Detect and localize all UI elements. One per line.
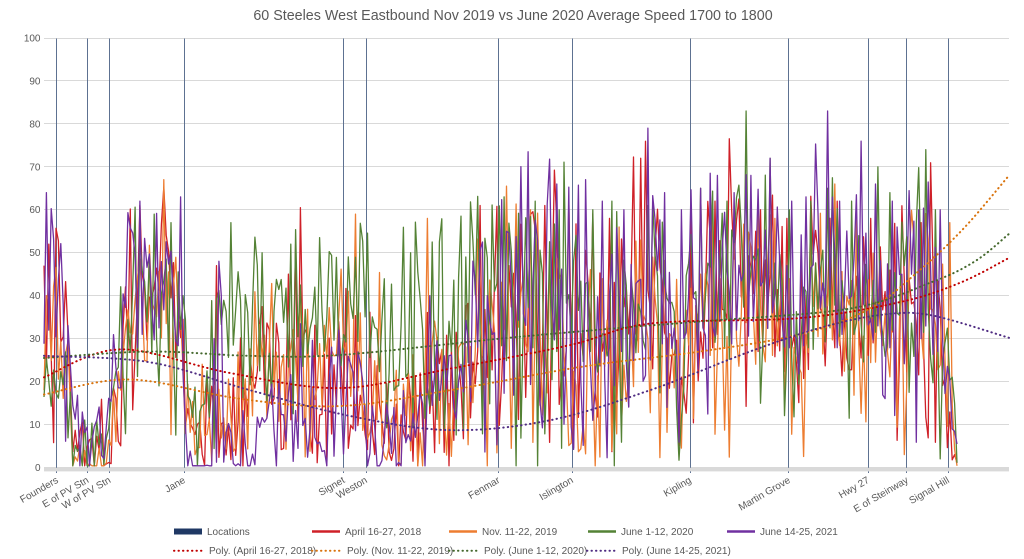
svg-text:0: 0 xyxy=(35,463,41,474)
svg-text:50: 50 xyxy=(29,248,41,259)
svg-text:90: 90 xyxy=(29,76,41,87)
svg-text:100: 100 xyxy=(24,33,41,44)
svg-text:70: 70 xyxy=(29,162,41,173)
svg-text:April 16-27, 2018: April 16-27, 2018 xyxy=(345,527,422,538)
svg-text:10: 10 xyxy=(29,420,41,431)
svg-text:Poly. (Nov. 11-22, 2019): Poly. (Nov. 11-22, 2019) xyxy=(347,546,453,557)
svg-text:60 Steeles West Eastbound Nov: 60 Steeles West Eastbound Nov 2019 vs Ju… xyxy=(253,8,772,24)
svg-text:June 14-25, 2021: June 14-25, 2021 xyxy=(760,527,838,538)
svg-text:Locations: Locations xyxy=(207,527,250,538)
svg-text:Nov. 11-22, 2019: Nov. 11-22, 2019 xyxy=(482,527,558,538)
svg-text:Poly. (June 14-25, 2021): Poly. (June 14-25, 2021) xyxy=(622,546,731,557)
svg-text:40: 40 xyxy=(29,291,41,302)
svg-text:Poly. (June 1-12, 2020): Poly. (June 1-12, 2020) xyxy=(484,546,587,557)
svg-text:80: 80 xyxy=(29,119,41,130)
svg-text:June 1-12, 2020: June 1-12, 2020 xyxy=(621,527,694,538)
svg-text:Poly. (April 16-27, 2018): Poly. (April 16-27, 2018) xyxy=(209,546,316,557)
svg-text:60: 60 xyxy=(29,205,41,216)
svg-text:20: 20 xyxy=(29,377,41,388)
svg-text:30: 30 xyxy=(29,334,41,345)
